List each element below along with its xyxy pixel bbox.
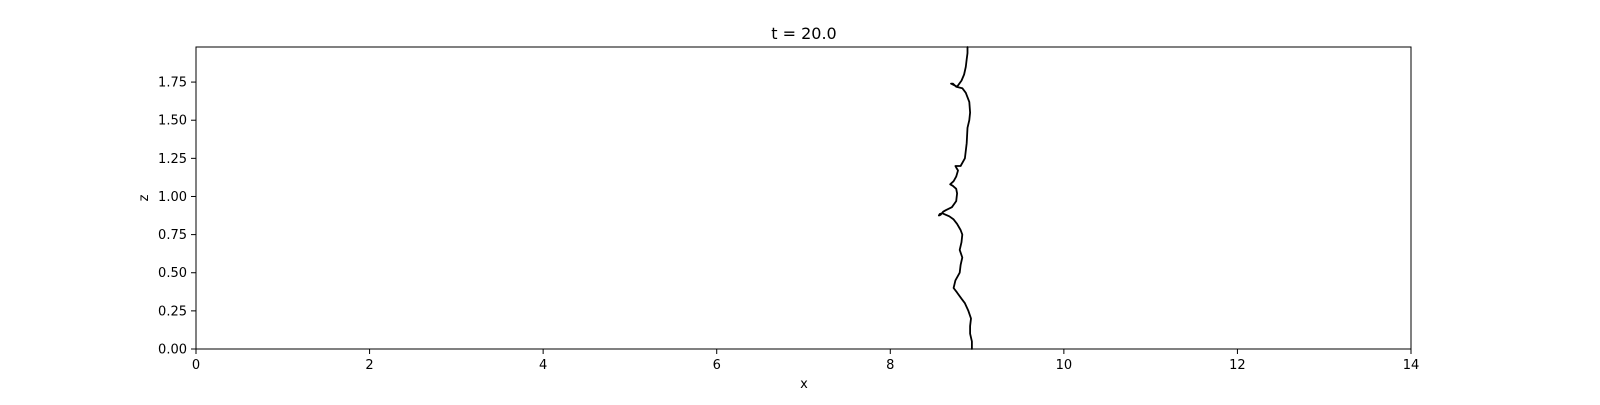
y-tick-label: 0.50	[158, 266, 187, 281]
x-tick-label: 12	[1229, 358, 1246, 373]
x-tick-label: 4	[539, 358, 547, 373]
y-axis: 0.00 0.25 0.50 0.75 1.00 1.25 1.50 1.75	[158, 76, 196, 358]
x-tick-label: 14	[1403, 358, 1420, 373]
y-tick-label: 1.75	[158, 76, 187, 91]
x-tick-label: 6	[713, 358, 721, 373]
chart-title: t = 20.0	[771, 24, 836, 43]
y-axis-label: z	[137, 194, 152, 201]
x-tick-label: 8	[886, 358, 894, 373]
series-line-0	[938, 46, 973, 350]
y-tick-label: 1.25	[158, 152, 187, 167]
x-tick-label: 0	[192, 358, 200, 373]
x-tick-label: 10	[1056, 358, 1073, 373]
plot-frame	[195, 46, 1412, 350]
x-axis: 0 2 4 6 8 10 12 14	[192, 349, 1419, 373]
y-tick-label: 0.25	[158, 304, 187, 319]
y-tick-label: 1.50	[158, 114, 187, 129]
y-tick-label: 0.75	[158, 228, 187, 243]
y-tick-label: 0.00	[158, 343, 187, 358]
x-axis-label: x	[800, 377, 808, 392]
series-layer	[938, 46, 973, 350]
x-tick-label: 2	[365, 358, 373, 373]
y-tick-label: 1.00	[158, 190, 187, 205]
